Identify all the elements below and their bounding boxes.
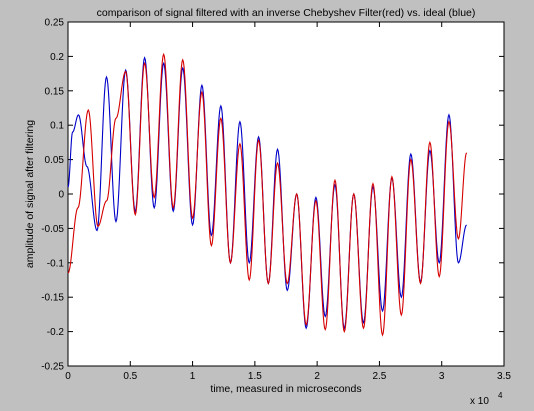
y-tick-label: 0.25	[45, 18, 65, 29]
x-axis-label: time, measured in microseconds	[210, 383, 361, 395]
y-tick-label: 0.15	[45, 86, 65, 97]
x-tick-label: 3.5	[497, 371, 511, 382]
x-tick-label: 2	[314, 371, 320, 382]
chart-title: comparison of signal filtered with an in…	[97, 7, 476, 19]
series-layer	[67, 52, 468, 337]
x-tick-label: 0.5	[123, 371, 137, 382]
series-line-1	[67, 52, 468, 337]
y-tick-label: -0.1	[47, 258, 65, 269]
y-axis-ticks: 0.25 0.2 0.15 0.1 0.05 0 -0.05 -0.1 -0.15 -0.2 -0.…	[41, 18, 504, 373]
y-tick-label: 0	[58, 190, 64, 201]
y-tick-label: -0.2	[47, 327, 65, 338]
x-multiplier: x 10 4	[470, 391, 503, 407]
y-tick-label: -0.25	[41, 362, 64, 373]
plot-area	[67, 21, 505, 367]
x-axis-ticks: 0 0.5 1 1.5 2 2.5 3 3.5	[65, 22, 511, 382]
x-tick-label: 3	[439, 371, 445, 382]
x-tick-label: 1	[190, 371, 196, 382]
x-multiplier-exponent: 4	[498, 391, 503, 400]
y-tick-label: 0.1	[50, 121, 64, 132]
x-multiplier-base: x 10	[470, 396, 489, 407]
x-tick-label: 2.5	[372, 371, 386, 382]
y-tick-label: -0.05	[41, 224, 64, 235]
y-axis-label: amplitude of signal after filtering	[24, 120, 36, 268]
x-tick-label: 0	[65, 371, 71, 382]
y-tick-label: 0.2	[50, 52, 64, 63]
x-tick-label: 1.5	[248, 371, 262, 382]
y-tick-label: -0.15	[41, 293, 64, 304]
y-tick-label: 0.05	[45, 155, 65, 166]
